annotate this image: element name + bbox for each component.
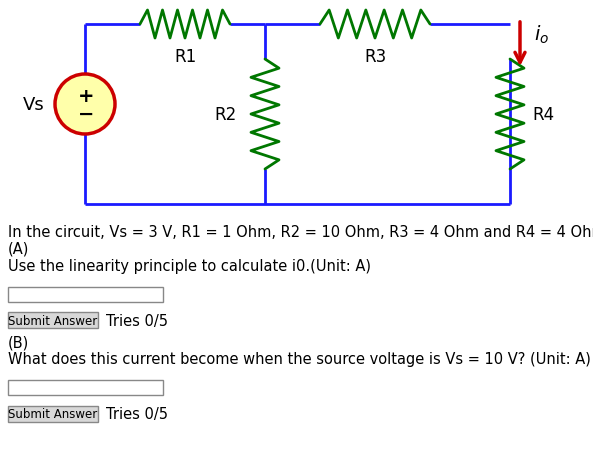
Text: R3: R3 xyxy=(364,48,386,66)
Bar xyxy=(8,287,163,302)
Text: R2: R2 xyxy=(215,106,237,124)
Text: Vs: Vs xyxy=(23,96,45,114)
Bar xyxy=(8,406,98,422)
Text: (A): (A) xyxy=(8,241,30,257)
Text: Use the linearity principle to calculate i0.(Unit: A): Use the linearity principle to calculate… xyxy=(8,258,371,274)
Text: Submit Answer: Submit Answer xyxy=(8,408,98,420)
Text: What does this current become when the source voltage is Vs = 10 V? (Unit: A): What does this current become when the s… xyxy=(8,352,591,367)
Bar xyxy=(8,313,98,329)
Text: −: − xyxy=(78,104,94,123)
Text: $i_o$: $i_o$ xyxy=(534,24,549,46)
Bar xyxy=(8,381,163,396)
Text: Tries 0/5: Tries 0/5 xyxy=(106,407,168,421)
Text: Submit Answer: Submit Answer xyxy=(8,314,98,327)
Text: R1: R1 xyxy=(174,48,196,66)
Text: R4: R4 xyxy=(532,106,554,124)
Text: In the circuit, Vs = 3 V, R1 = 1 Ohm, R2 = 10 Ohm, R3 = 4 Ohm and R4 = 4 Ohm.: In the circuit, Vs = 3 V, R1 = 1 Ohm, R2… xyxy=(8,224,593,240)
Text: +: + xyxy=(78,86,94,105)
Text: (B): (B) xyxy=(8,335,29,350)
Circle shape xyxy=(55,75,115,134)
Text: Tries 0/5: Tries 0/5 xyxy=(106,313,168,328)
